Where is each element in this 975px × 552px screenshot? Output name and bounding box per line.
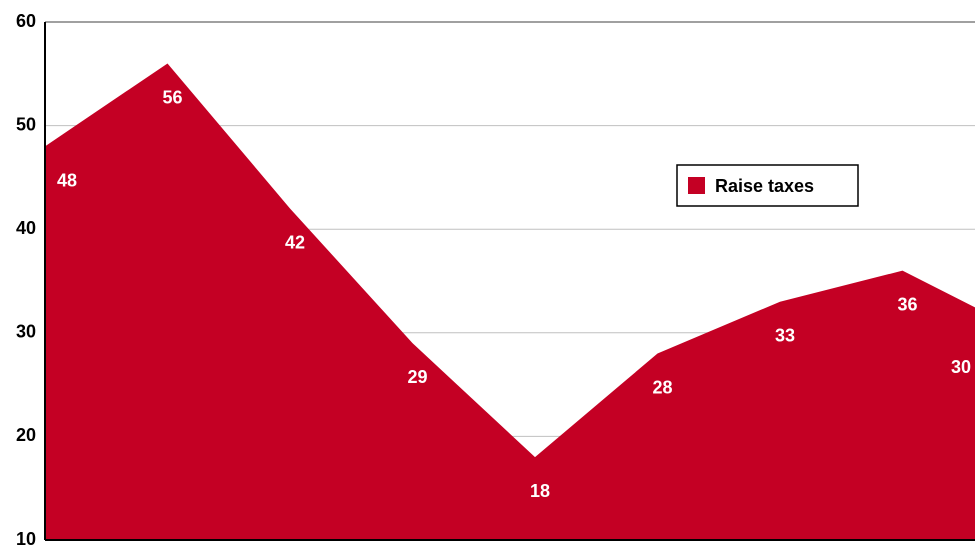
legend: Raise taxes bbox=[676, 164, 859, 207]
y-tick-label-60: 60 bbox=[16, 11, 36, 31]
legend-label-raise-taxes: Raise taxes bbox=[715, 176, 814, 196]
data-label-33: 33 bbox=[775, 326, 795, 346]
legend-box bbox=[676, 164, 859, 207]
plot-area bbox=[45, 63, 975, 540]
axes bbox=[44, 22, 975, 541]
data-labels: 48 56 42 29 18 28 33 36 30 bbox=[57, 87, 971, 501]
y-tick-label-10: 10 bbox=[16, 529, 36, 549]
data-label-28: 28 bbox=[652, 378, 672, 398]
data-label-42: 42 bbox=[285, 232, 305, 252]
data-label-29: 29 bbox=[407, 367, 427, 387]
legend-swatch-raise-taxes bbox=[688, 177, 705, 194]
y-tick-label-30: 30 bbox=[16, 322, 36, 342]
data-label-56: 56 bbox=[162, 87, 182, 107]
y-tick-label-50: 50 bbox=[16, 114, 36, 134]
data-label-48: 48 bbox=[57, 170, 77, 190]
data-label-18: 18 bbox=[530, 481, 550, 501]
data-label-30: 30 bbox=[951, 357, 971, 377]
y-tick-label-40: 40 bbox=[16, 218, 36, 238]
y-tick-label-20: 20 bbox=[16, 425, 36, 445]
data-label-36: 36 bbox=[897, 295, 917, 315]
area-series-raise-taxes bbox=[45, 63, 975, 540]
y-axis-tick-labels: 10 20 30 40 50 60 bbox=[16, 11, 36, 549]
